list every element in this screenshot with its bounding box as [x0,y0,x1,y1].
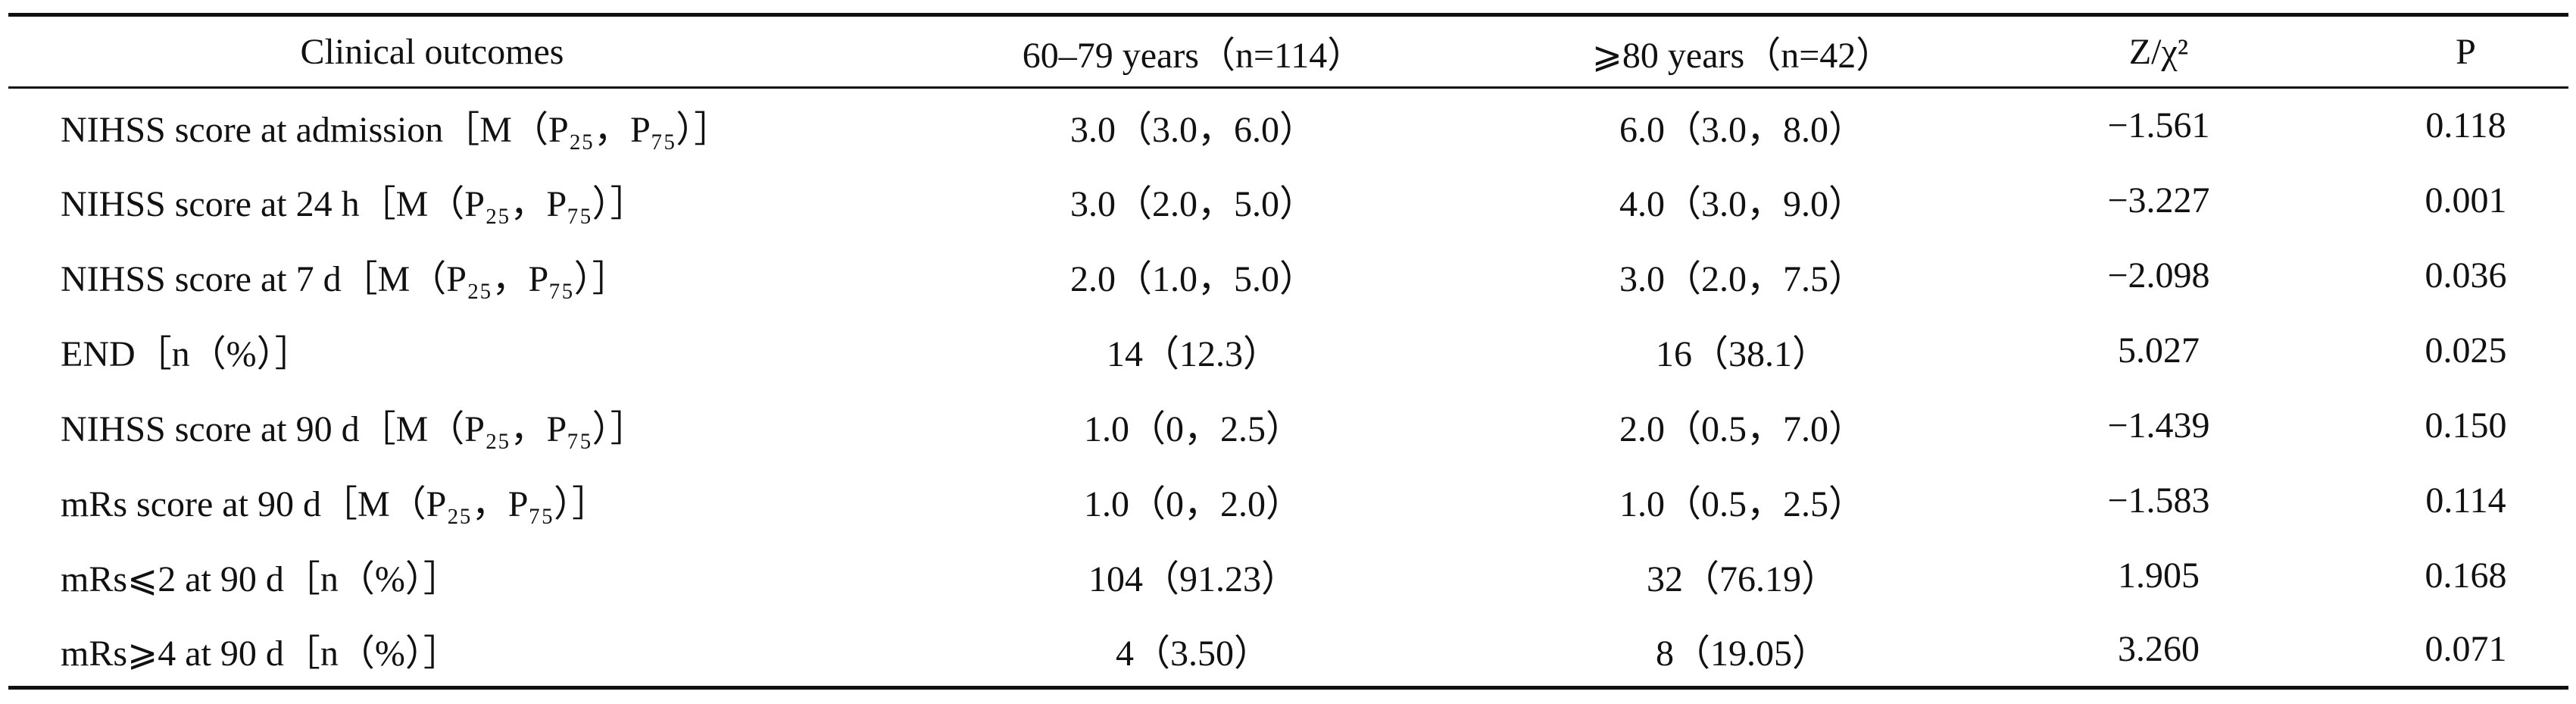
table-cell: −3.227 [2107,180,2210,221]
header-cell: ⩾80 years（n=42） [1591,36,1893,76]
table-row: NIHSS score at admission［M（P₂₅，P₇₅）］ 3.0（… [8,88,2568,163]
table-row: NIHSS score at 24 h［M（P₂₅，P₇₅）］ 3.0（2.0，5… [8,163,2568,238]
table-cell: −2.098 [2107,255,2210,296]
row-label: mRs⩽2 at 90 d［n（%）］ [61,559,460,599]
row-label: mRs score at 90 d［M（P₂₅，P₇₅）］ [61,484,608,524]
table-cell: 1.0（0，2.5） [1083,409,1302,449]
row-label: NIHSS score at 24 h［M（P₂₅，P₇₅）］ [61,184,647,224]
table-row: END［n（%）］ 14（12.3） 16（38.1） 5.027 0.025 [8,313,2568,388]
table-cell: −1.439 [2107,405,2210,446]
header-cell: Z/χ² [2128,31,2189,72]
table-cell: 3.0（3.0，6.0） [1069,109,1316,150]
row-label: mRs⩾4 at 90 d［n（%）］ [61,633,460,674]
table-header: Clinical outcomes 60–79 years（n=114） ⩾80 y… [8,14,2568,88]
table-cell: 1.0（0，2.0） [1083,484,1302,524]
table-cell: 0.150 [2425,405,2507,446]
table-cell: 0.071 [2425,629,2507,670]
table-cell: 0.114 [2425,480,2506,521]
table-cell: 3.0（2.0，7.5） [1619,259,1865,299]
row-label: END［n（%）］ [61,334,311,374]
table-body: NIHSS score at admission［M（P₂₅，P₇₅）］ 3.0（… [8,88,2568,688]
table-cell: 0.001 [2425,180,2507,221]
header-row: Clinical outcomes 60–79 years（n=114） ⩾80 y… [8,14,2568,88]
table-cell: 3.0（2.0，5.0） [1069,184,1316,224]
table-cell: 32（76.19） [1646,559,1838,599]
header-cell: P [2456,31,2476,72]
header-cell: 60–79 years（n=114） [1022,36,1364,76]
table-cell: 4.0（3.0，9.0） [1619,184,1865,224]
table-cell: 0.036 [2425,255,2507,296]
table-cell: 5.027 [2118,330,2200,371]
table-cell: 8（19.05） [1655,633,1828,674]
outcomes-table: Clinical outcomes 60–79 years（n=114） ⩾80 y… [8,13,2568,690]
row-label: NIHSS score at 7 d［M（P₂₅，P₇₅）］ [61,259,629,299]
table-cell: 16（38.1） [1655,334,1828,374]
table-cell: 1.0（0.5，2.5） [1619,484,1865,524]
table-cell: 2.0（1.0，5.0） [1069,259,1316,299]
table-cell: 1.905 [2118,555,2200,596]
table-cell: 0.168 [2425,555,2507,596]
table-cell: 6.0（3.0，8.0） [1619,109,1865,150]
table-cell: 0.118 [2425,105,2506,146]
header-cell: Clinical outcomes [300,31,564,72]
row-label: NIHSS score at 90 d［M（P₂₅，P₇₅）］ [61,409,647,449]
row-label: NIHSS score at admission［M（P₂₅，P₇₅）］ [61,109,731,150]
table-cell: 2.0（0.5，7.0） [1619,409,1865,449]
table-cell: 104（91.23） [1088,559,1297,599]
table-cell: 14（12.3） [1106,334,1279,374]
table-row: mRs score at 90 d［M（P₂₅，P₇₅）］ 1.0（0，2.0） 1… [8,463,2568,538]
table-row: NIHSS score at 7 d［M（P₂₅，P₇₅）］ 2.0（1.0，5.… [8,238,2568,313]
table-row: mRs⩾4 at 90 d［n（%）］ 4（3.50） 8（19.05） 3.260 0… [8,613,2568,688]
table-cell: 0.025 [2425,330,2507,371]
table-row: NIHSS score at 90 d［M（P₂₅，P₇₅）］ 1.0（0，2.5… [8,388,2568,463]
table-cell: 4（3.50） [1115,633,1270,674]
table-cell: −1.561 [2107,105,2210,146]
table-cell: −1.583 [2107,480,2210,521]
table-cell: 3.260 [2118,629,2200,670]
table-row: mRs⩽2 at 90 d［n（%）］ 104（91.23） 32（76.19） 1.… [8,538,2568,613]
